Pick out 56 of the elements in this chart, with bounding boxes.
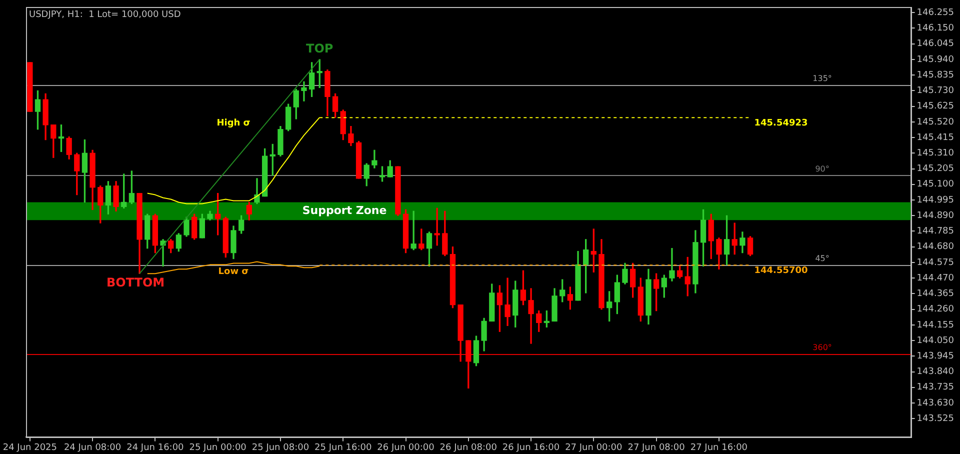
y-tick-label: 144.470 xyxy=(916,273,954,284)
data-label: 145.54923 xyxy=(754,118,808,128)
text: High σ xyxy=(216,118,250,128)
x-tick-label: 27 Jun 08:00 xyxy=(628,442,686,453)
chart-title: USDJPY, H1: 1 Lot= 100,000 USD xyxy=(29,10,181,20)
y-tick-label: 145.940 xyxy=(916,54,954,65)
y-tick-label: 145.415 xyxy=(916,132,954,143)
x-tick-label: 24 Jun 16:00 xyxy=(126,442,184,453)
x-tick-label: 25 Jun 16:00 xyxy=(314,442,372,453)
annotation: 90° xyxy=(815,164,830,174)
y-tick-label: 144.050 xyxy=(916,336,954,346)
y-tick-label: 144.995 xyxy=(916,195,954,206)
x-tick-label: 25 Jun 00:00 xyxy=(189,442,247,453)
y-tick-label: 145.100 xyxy=(916,180,954,190)
candlestick xyxy=(504,278,510,326)
y-tick-label: 144.680 xyxy=(916,242,954,252)
x-tick-label: 24 Jun 2025 xyxy=(2,442,57,453)
annotation: 360° xyxy=(812,342,832,352)
y-tick-label: 144.890 xyxy=(916,210,954,221)
annotation: BOTTOM xyxy=(106,276,165,290)
y-tick-label: 144.365 xyxy=(916,289,954,300)
y-tick-label: 143.525 xyxy=(916,414,954,424)
y-tick-label: 144.785 xyxy=(916,226,954,237)
data-label: 144.55700 xyxy=(754,266,808,276)
y-tick-label: 145.205 xyxy=(916,164,954,174)
y-tick-label: 144.260 xyxy=(916,304,954,315)
x-tick-label: 24 Jun 08:00 xyxy=(64,442,122,453)
x-tick-label: 26 Jun 00:00 xyxy=(377,442,435,453)
series-label: Low σ xyxy=(218,267,249,278)
y-tick-label: 146.255 xyxy=(916,8,954,18)
x-tick-label: 25 Jun 08:00 xyxy=(252,442,310,453)
y-tick-label: 146.150 xyxy=(916,24,954,34)
y-tick-label: 144.155 xyxy=(916,320,954,330)
annotation: 135° xyxy=(812,74,832,83)
y-tick-label: 144.575 xyxy=(916,258,954,268)
candlestick xyxy=(434,208,440,246)
annotation: 45° xyxy=(815,254,830,263)
x-tick-label: 26 Jun 08:00 xyxy=(440,442,498,453)
y-tick-label: 145.835 xyxy=(916,70,954,80)
x-tick-label: 27 Jun 16:00 xyxy=(690,442,748,453)
y-tick-label: 143.840 xyxy=(916,367,954,378)
y-tick-label: 145.520 xyxy=(916,117,954,128)
x-tick-label: 27 Jun 00:00 xyxy=(565,442,623,453)
candlestick xyxy=(301,81,307,102)
y-tick-label: 143.735 xyxy=(916,382,954,393)
y-tick-label: 143.630 xyxy=(916,398,954,408)
y-tick-label: 145.625 xyxy=(916,102,954,112)
y-tick-label: 143.945 xyxy=(916,351,954,362)
candlestick xyxy=(669,248,675,282)
y-tick-label: 145.730 xyxy=(916,86,954,96)
y-tick-label: 146.045 xyxy=(916,39,954,50)
candlestick xyxy=(528,288,534,344)
annotation: TOP xyxy=(306,42,334,56)
y-tick-label: 145.310 xyxy=(916,148,954,158)
x-tick-label: 26 Jun 16:00 xyxy=(502,442,560,453)
band-label: Support Zone xyxy=(302,204,387,218)
